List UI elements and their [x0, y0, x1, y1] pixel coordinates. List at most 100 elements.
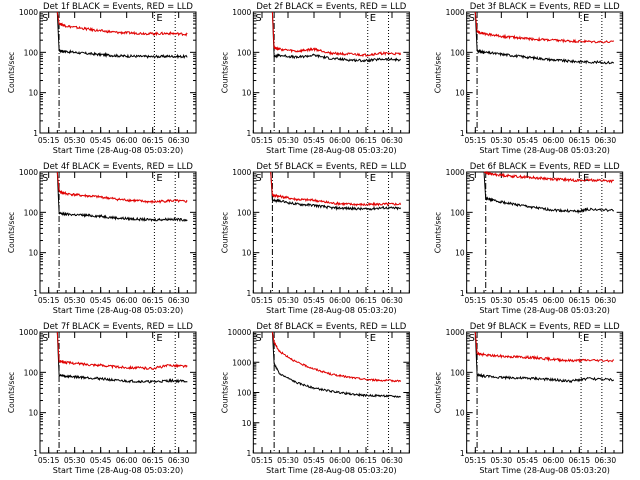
- x-tick-label: 05:15: [38, 296, 60, 305]
- series-line-lld: [56, 11, 188, 37]
- x-tick-label: 05:30: [277, 296, 299, 305]
- plot-frame: [39, 331, 197, 454]
- x-tick-label: 05:30: [64, 296, 86, 305]
- x-tick-label: 06:30: [168, 136, 190, 145]
- x-tick-label: 05:45: [517, 136, 539, 145]
- y-tick-label: 1: [247, 289, 252, 298]
- y-tick-label: 1: [460, 289, 465, 298]
- chart-panel-4: Det 4f BLACK = Events, RED = LLD 1 10 100 10…: [7, 162, 197, 315]
- y-tick-label: 10: [28, 409, 38, 418]
- start-marker: S: [42, 333, 48, 344]
- chart-title: Det 8f BLACK = Events, RED = LLD: [256, 322, 406, 332]
- x-tick-label: 06:15: [142, 136, 164, 145]
- x-tick-label: 05:30: [491, 136, 513, 145]
- x-axis-label: Start Time (28-Aug-08 05:03:20): [266, 146, 397, 155]
- y-axis-label: Counts/sec: [220, 372, 229, 413]
- series-line-events: [483, 171, 615, 215]
- y-tick-label: 1: [33, 289, 38, 298]
- chart-panel-6: Det 6f BLACK = Events, RED = LLD 1 10 100 10…: [434, 162, 624, 315]
- x-tick-label: 05:15: [38, 456, 60, 465]
- end-marker: E: [370, 13, 376, 24]
- x-tick-label: 06:30: [595, 136, 617, 145]
- start-marker: S: [255, 13, 261, 24]
- start-marker: S: [469, 333, 475, 344]
- y-tick-label: 1000: [232, 168, 251, 177]
- start-marker: S: [42, 173, 48, 184]
- y-tick-label: 100: [237, 48, 252, 57]
- y-tick-label: 10: [28, 249, 38, 258]
- y-tick-label: 1000: [446, 168, 465, 177]
- x-axis-label: Start Time (28-Aug-08 05:03:20): [266, 466, 397, 475]
- y-tick-label: 10: [242, 419, 252, 428]
- series-line-lld: [56, 331, 188, 371]
- chart-panel-2: Det 2f BLACK = Events, RED = LLD 1 10 100 10…: [220, 2, 410, 155]
- y-tick-label: 100: [24, 48, 39, 57]
- x-tick-label: 05:45: [90, 456, 112, 465]
- series-line-events: [270, 171, 402, 211]
- x-tick-label: 06:15: [355, 296, 377, 305]
- plot-frame: [466, 11, 624, 134]
- plot-frame: [466, 331, 624, 454]
- y-tick-label: 1: [33, 449, 38, 458]
- x-tick-label: 06:15: [355, 456, 377, 465]
- x-tick-label: 05:15: [465, 136, 487, 145]
- y-tick-label: 100: [24, 368, 39, 377]
- y-tick-label: 1000: [232, 358, 251, 367]
- chart-panel-7: Det 7f BLACK = Events, RED = LLD 1 10 100 10…: [7, 322, 197, 475]
- start-marker: S: [469, 13, 475, 24]
- y-tick-label: 1000: [19, 328, 38, 337]
- plot-frame: [39, 171, 197, 294]
- y-axis-label: Counts/sec: [7, 52, 16, 93]
- y-axis-label: Counts/sec: [434, 212, 443, 253]
- plot-frame: [252, 171, 410, 294]
- x-tick-label: 05:45: [303, 136, 325, 145]
- series-line-lld: [271, 331, 402, 383]
- chart-title: Det 6f BLACK = Events, RED = LLD: [470, 162, 620, 172]
- chart-panel-8: Det 8f BLACK = Events, RED = LLD 1 10 100 10…: [220, 322, 410, 475]
- x-tick-label: 06:00: [543, 136, 565, 145]
- series-line-lld: [483, 170, 615, 184]
- series-line-lld: [270, 171, 402, 207]
- end-marker: E: [370, 173, 376, 184]
- chart-title: Det 7f BLACK = Events, RED = LLD: [43, 322, 193, 332]
- y-tick-label: 1000: [446, 8, 465, 17]
- plot-frame: [466, 171, 624, 294]
- x-tick-label: 05:15: [251, 456, 273, 465]
- x-tick-label: 05:45: [90, 136, 112, 145]
- chart-panel-5: Det 5f BLACK = Events, RED = LLD 1 10 100 10…: [220, 162, 410, 315]
- x-tick-label: 06:00: [116, 136, 138, 145]
- x-tick-label: 06:00: [116, 296, 138, 305]
- y-tick-label: 1: [33, 129, 38, 138]
- chart-title: Det 9f BLACK = Events, RED = LLD: [470, 322, 620, 332]
- y-tick-label: 10: [242, 249, 252, 258]
- y-tick-label: 100: [450, 48, 465, 57]
- y-axis-label: Counts/sec: [7, 372, 16, 413]
- y-tick-label: 1000: [19, 8, 38, 17]
- chart-title: Det 1f BLACK = Events, RED = LLD: [43, 2, 193, 12]
- x-tick-label: 05:45: [303, 296, 325, 305]
- x-tick-label: 05:15: [251, 136, 273, 145]
- series-line-lld: [474, 331, 615, 364]
- plot-frame: [39, 11, 197, 134]
- end-marker: E: [583, 333, 589, 344]
- y-tick-label: 1: [247, 449, 252, 458]
- x-tick-label: 05:45: [90, 296, 112, 305]
- x-tick-label: 05:30: [491, 456, 513, 465]
- x-axis-label: Start Time (28-Aug-08 05:03:20): [53, 146, 184, 155]
- x-tick-label: 06:15: [355, 136, 377, 145]
- x-axis-label: Start Time (28-Aug-08 05:03:20): [479, 306, 610, 315]
- x-tick-label: 06:00: [329, 456, 351, 465]
- y-tick-label: 10: [455, 89, 465, 98]
- x-tick-label: 06:00: [329, 136, 351, 145]
- x-tick-label: 05:15: [465, 456, 487, 465]
- x-tick-label: 05:30: [64, 136, 86, 145]
- chart-title: Det 5f BLACK = Events, RED = LLD: [256, 162, 406, 172]
- y-axis-label: Counts/sec: [434, 372, 443, 413]
- x-tick-label: 06:30: [381, 296, 403, 305]
- series-line-lld: [271, 11, 402, 58]
- x-tick-label: 06:15: [142, 456, 164, 465]
- y-tick-label: 10000: [227, 328, 251, 337]
- start-marker: S: [255, 173, 261, 184]
- y-tick-label: 10: [455, 409, 465, 418]
